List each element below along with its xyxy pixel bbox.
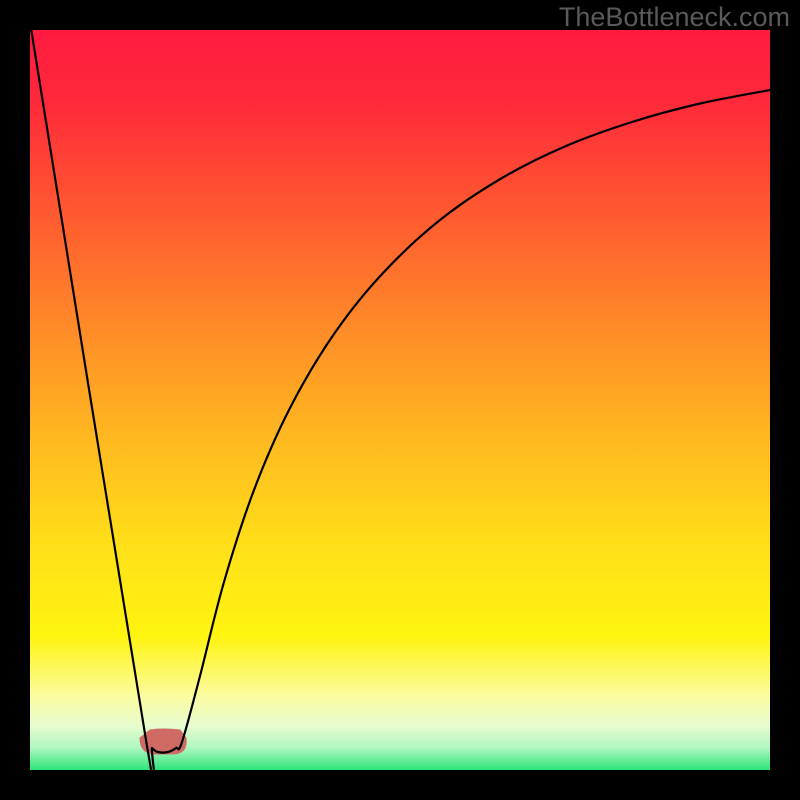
chart-canvas	[0, 0, 800, 800]
frame-right	[770, 0, 800, 800]
frame-left	[0, 0, 30, 800]
watermark-text: TheBottleneck.com	[559, 2, 790, 33]
gradient-background	[30, 30, 770, 770]
frame-bottom	[0, 770, 800, 800]
